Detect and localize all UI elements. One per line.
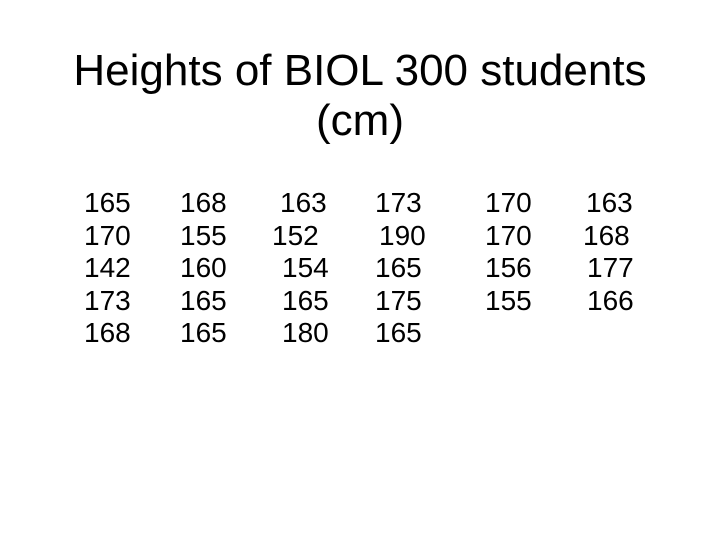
title-line-1: Heights of BIOL 300 students: [73, 46, 647, 95]
data-cell: 166: [587, 284, 634, 316]
data-cell: 170: [84, 219, 131, 251]
data-column-2: 168 155 160 165 165: [180, 187, 227, 350]
data-column-3: 163 152 154 165 180: [272, 187, 329, 350]
data-cell: 177: [587, 252, 634, 283]
data-cell: 155: [180, 219, 227, 251]
data-cell: 170: [485, 187, 532, 218]
data-cell: 168: [583, 219, 630, 251]
data-cell: 165: [180, 317, 227, 348]
data-cell: 180: [282, 317, 329, 348]
slide-title: Heights of BIOL 300 students (cm): [0, 46, 720, 146]
data-cell: 165: [375, 317, 422, 348]
data-column-5: 170 170 156 155: [485, 187, 532, 317]
data-cell: 173: [84, 284, 131, 316]
data-cell: 168: [180, 187, 227, 218]
data-cell: 165: [282, 284, 329, 316]
data-cell: 175: [375, 284, 422, 316]
data-column-4: 173 190 165 175 165: [375, 187, 426, 350]
data-cell: 168: [84, 317, 131, 348]
data-cell: 165: [180, 284, 227, 316]
data-cell: 154: [282, 252, 329, 283]
data-cell: 165: [375, 252, 422, 283]
data-cell: 152: [272, 219, 319, 251]
data-cell: 170: [485, 219, 532, 251]
data-column-1: 165 170 142 173 168: [84, 187, 131, 350]
data-cell: 173: [375, 187, 422, 218]
data-column-6: 163 168 177 166: [583, 187, 634, 317]
data-cell: 190: [379, 219, 426, 251]
data-cell: 160: [180, 252, 227, 283]
data-cell: 155: [485, 284, 532, 316]
data-cell: 163: [586, 187, 633, 218]
title-line-2: (cm): [316, 96, 404, 145]
data-cell: 156: [485, 252, 532, 283]
data-cell: 165: [84, 187, 131, 218]
data-cell: 163: [280, 187, 327, 218]
data-cell: 142: [84, 252, 131, 283]
